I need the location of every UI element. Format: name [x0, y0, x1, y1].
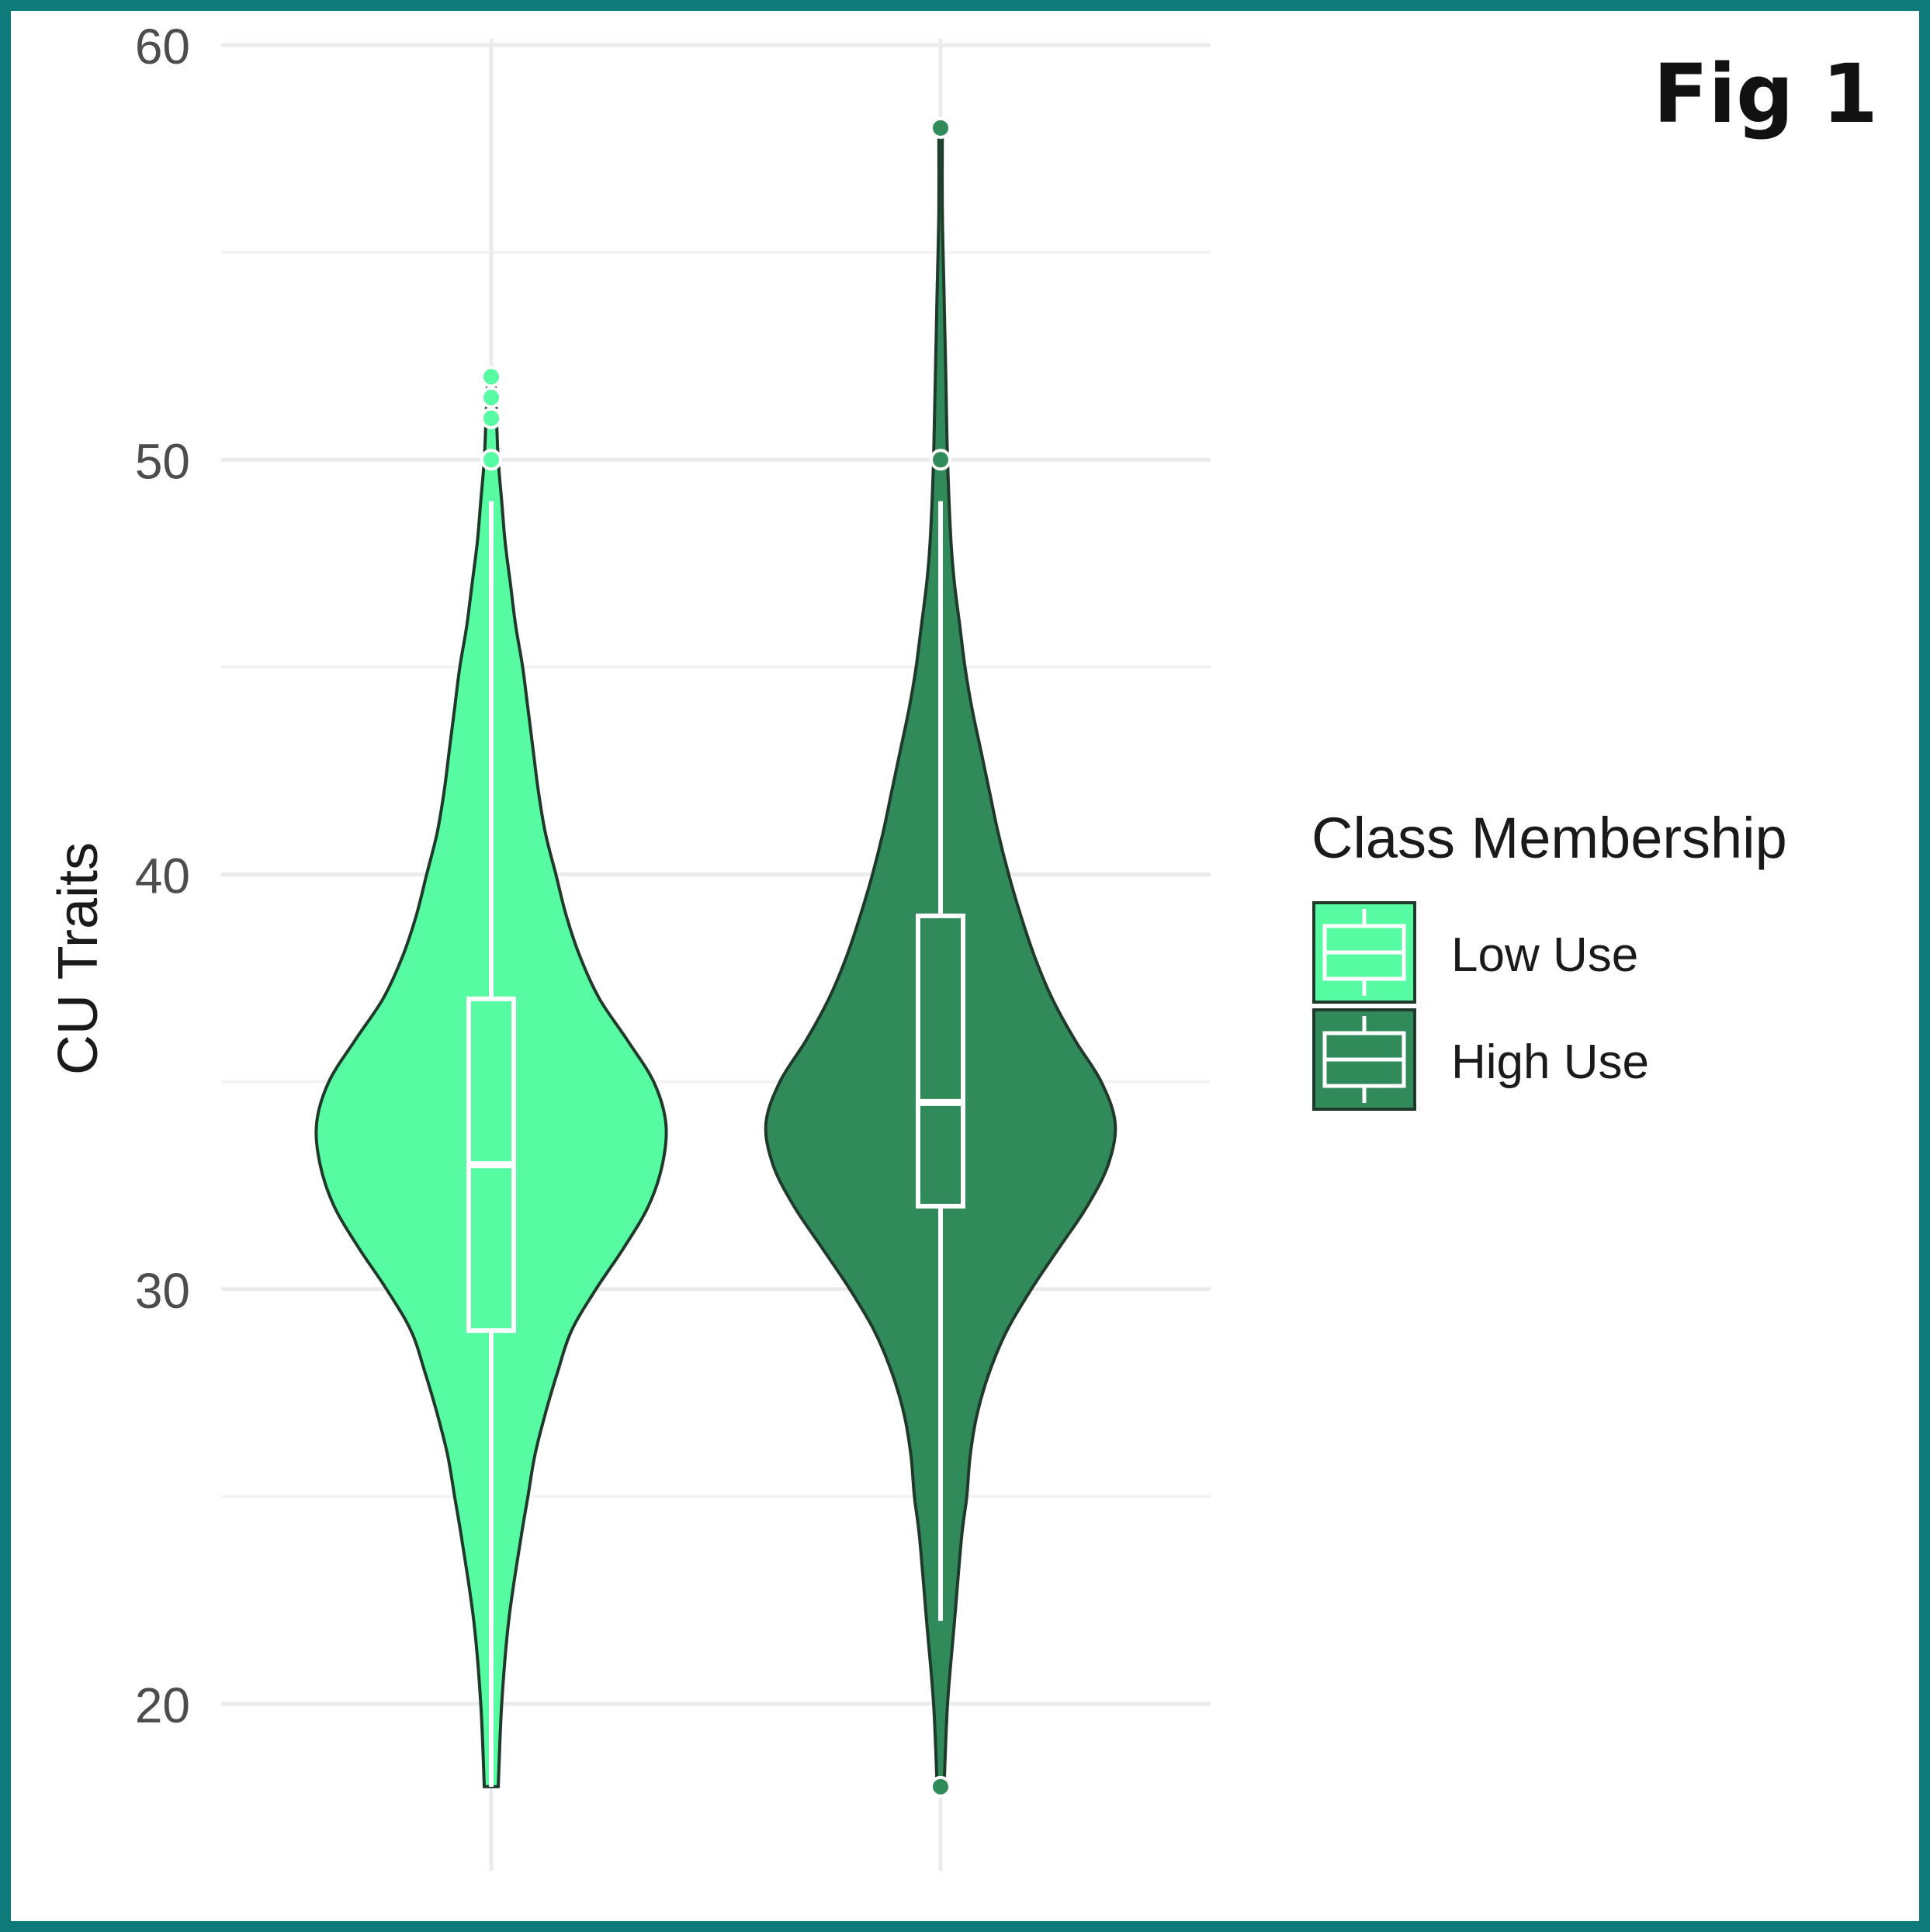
violin-group-low-use — [314, 366, 668, 1788]
outlier-low-use-0 — [480, 449, 502, 471]
legend-label-high-use: High Use — [1451, 1035, 1649, 1089]
outlier-low-use-1 — [480, 407, 502, 429]
y-axis: CU Traits 20 30 40 50 60 — [47, 19, 190, 1733]
outlier-high-use-0 — [930, 1775, 951, 1798]
box-high-use — [916, 913, 965, 1209]
grid-lines — [221, 39, 1211, 1871]
outlier-low-use-3 — [480, 366, 502, 388]
violins — [314, 116, 1117, 1798]
legend-key-high-use — [1312, 1008, 1416, 1111]
violin-group-high-use — [764, 116, 1117, 1798]
y-axis-title: CU Traits — [47, 842, 109, 1075]
y-tick-label-40: 40 — [135, 848, 190, 904]
outlier-high-use-1 — [930, 449, 951, 471]
outlier-high-use-2 — [930, 116, 951, 139]
y-tick-label-50: 50 — [135, 433, 190, 489]
legend-label-low-use: Low Use — [1451, 928, 1638, 982]
y-tick-label-20: 20 — [135, 1677, 190, 1733]
figure-label: Fig 1 — [1653, 47, 1878, 141]
y-tick-label-30: 30 — [135, 1263, 190, 1319]
legend-title: Class Membership — [1311, 806, 1787, 870]
legend-key-low-use — [1312, 901, 1416, 1004]
legend: Class Membership Low Use High Use — [1311, 806, 1787, 1111]
outlier-low-use-2 — [480, 387, 502, 409]
y-tick-label-60: 60 — [135, 19, 190, 75]
